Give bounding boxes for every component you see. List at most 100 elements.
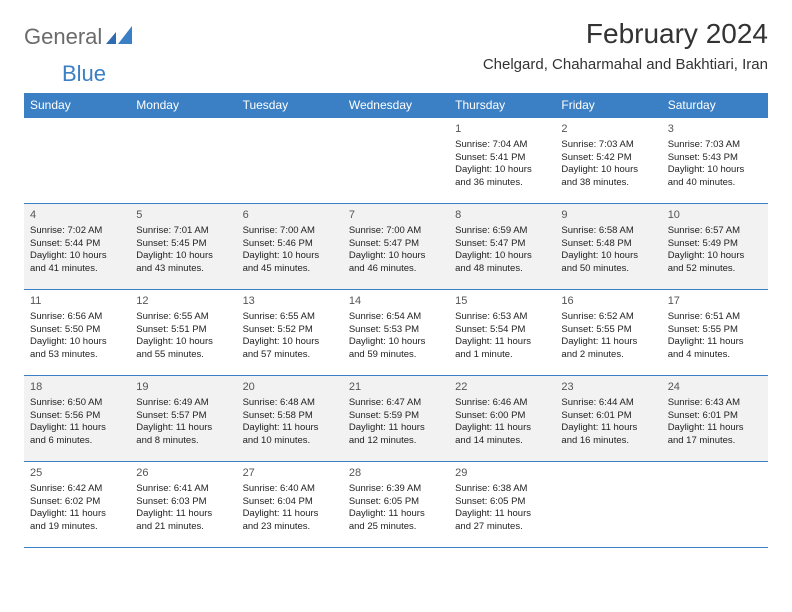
calendar-cell: 29Sunrise: 6:38 AMSunset: 6:05 PMDayligh… [449,462,555,548]
sunset-line: Sunset: 5:53 PM [349,324,443,337]
location: Chelgard, Chaharmahal and Bakhtiari, Ira… [483,56,768,73]
sunrise-line: Sunrise: 6:44 AM [561,397,655,410]
sunset-line: Sunset: 6:00 PM [455,410,549,423]
daylight-line: Daylight: 11 hours and 19 minutes. [30,508,124,534]
sunrise-line: Sunrise: 6:51 AM [668,311,762,324]
daylight-line: Daylight: 10 hours and 50 minutes. [561,250,655,276]
day-number: 1 [455,122,549,137]
daylight-line: Daylight: 10 hours and 55 minutes. [136,336,230,362]
calendar-cell: 12Sunrise: 6:55 AMSunset: 5:51 PMDayligh… [130,290,236,376]
day-number: 13 [243,294,337,309]
sunrise-line: Sunrise: 6:42 AM [30,483,124,496]
sunrise-line: Sunrise: 7:03 AM [561,139,655,152]
day-number: 20 [243,380,337,395]
calendar-cell [130,118,236,204]
sunset-line: Sunset: 5:58 PM [243,410,337,423]
daylight-line: Daylight: 11 hours and 14 minutes. [455,422,549,448]
calendar-cell: 8Sunrise: 6:59 AMSunset: 5:47 PMDaylight… [449,204,555,290]
daylight-line: Daylight: 11 hours and 12 minutes. [349,422,443,448]
daylight-line: Daylight: 11 hours and 21 minutes. [136,508,230,534]
sunset-line: Sunset: 5:57 PM [136,410,230,423]
calendar-cell [343,118,449,204]
sunrise-line: Sunrise: 6:41 AM [136,483,230,496]
sunrise-line: Sunrise: 7:01 AM [136,225,230,238]
daylight-line: Daylight: 11 hours and 2 minutes. [561,336,655,362]
calendar-cell: 4Sunrise: 7:02 AMSunset: 5:44 PMDaylight… [24,204,130,290]
day-header: Sunday [24,93,130,118]
sunset-line: Sunset: 5:54 PM [455,324,549,337]
calendar-cell: 19Sunrise: 6:49 AMSunset: 5:57 PMDayligh… [130,376,236,462]
day-number: 3 [668,122,762,137]
day-number: 11 [30,294,124,309]
calendar-cell: 27Sunrise: 6:40 AMSunset: 6:04 PMDayligh… [237,462,343,548]
daylight-line: Daylight: 11 hours and 27 minutes. [455,508,549,534]
sunrise-line: Sunrise: 6:38 AM [455,483,549,496]
calendar-head: SundayMondayTuesdayWednesdayThursdayFrid… [24,93,768,118]
sunrise-line: Sunrise: 6:43 AM [668,397,762,410]
day-number: 27 [243,466,337,481]
sunrise-line: Sunrise: 7:03 AM [668,139,762,152]
sunset-line: Sunset: 6:01 PM [561,410,655,423]
sunrise-line: Sunrise: 6:48 AM [243,397,337,410]
sunrise-line: Sunrise: 6:54 AM [349,311,443,324]
day-number: 12 [136,294,230,309]
calendar-table: SundayMondayTuesdayWednesdayThursdayFrid… [24,93,768,548]
sunset-line: Sunset: 5:55 PM [561,324,655,337]
calendar-cell: 10Sunrise: 6:57 AMSunset: 5:49 PMDayligh… [662,204,768,290]
daylight-line: Daylight: 10 hours and 53 minutes. [30,336,124,362]
daylight-line: Daylight: 11 hours and 10 minutes. [243,422,337,448]
daylight-line: Daylight: 10 hours and 48 minutes. [455,250,549,276]
sunset-line: Sunset: 5:47 PM [349,238,443,251]
day-number: 6 [243,208,337,223]
daylight-line: Daylight: 10 hours and 43 minutes. [136,250,230,276]
calendar-cell: 9Sunrise: 6:58 AMSunset: 5:48 PMDaylight… [555,204,661,290]
sunset-line: Sunset: 6:05 PM [349,496,443,509]
sunrise-line: Sunrise: 6:46 AM [455,397,549,410]
calendar-cell [24,118,130,204]
calendar-row: 18Sunrise: 6:50 AMSunset: 5:56 PMDayligh… [24,376,768,462]
calendar-cell: 14 Sunrise: 6:54 AMSunset: 5:53 PMDayligh… [343,290,449,376]
daylight-line: Daylight: 11 hours and 8 minutes. [136,422,230,448]
calendar-cell: 1Sunrise: 7:04 AMSunset: 5:41 PMDaylight… [449,118,555,204]
calendar-cell [237,118,343,204]
calendar-row: 25Sunrise: 6:42 AMSunset: 6:02 PMDayligh… [24,462,768,548]
day-number: 26 [136,466,230,481]
sunset-line: Sunset: 5:52 PM [243,324,337,337]
day-number: 23 [561,380,655,395]
day-number: 15 [455,294,549,309]
calendar-cell: 5Sunrise: 7:01 AMSunset: 5:45 PMDaylight… [130,204,236,290]
calendar-cell: 2Sunrise: 7:03 AMSunset: 5:42 PMDaylight… [555,118,661,204]
day-number: 14 [349,294,443,309]
sunset-line: Sunset: 5:42 PM [561,152,655,165]
calendar-cell [555,462,661,548]
sunrise-line: Sunrise: 7:02 AM [30,225,124,238]
logo-icon [106,26,132,49]
day-number: 2 [561,122,655,137]
sunrise-line: Sunrise: 6:55 AM [136,311,230,324]
sunrise-line: Sunrise: 6:47 AM [349,397,443,410]
daylight-line: Daylight: 11 hours and 25 minutes. [349,508,443,534]
day-number: 5 [136,208,230,223]
sunrise-line: Sunrise: 7:00 AM [349,225,443,238]
day-number: 29 [455,466,549,481]
calendar-cell: 17Sunrise: 6:51 AMSunset: 5:55 PMDayligh… [662,290,768,376]
day-number: 21 [349,380,443,395]
calendar-cell: 21Sunrise: 6:47 AMSunset: 5:59 PMDayligh… [343,376,449,462]
day-number: 24 [668,380,762,395]
calendar-cell: 28Sunrise: 6:39 AMSunset: 6:05 PMDayligh… [343,462,449,548]
day-number: 28 [349,466,443,481]
sunset-line: Sunset: 5:50 PM [30,324,124,337]
sunrise-line: Sunrise: 6:53 AM [455,311,549,324]
logo-text-1: General [24,24,102,50]
day-number: 16 [561,294,655,309]
sunset-line: Sunset: 5:41 PM [455,152,549,165]
daylight-line: Daylight: 10 hours and 46 minutes. [349,250,443,276]
day-number: 8 [455,208,549,223]
title-block: February 2024 Chelgard, Chaharmahal and … [483,18,768,73]
sunset-line: Sunset: 5:56 PM [30,410,124,423]
daylight-line: Daylight: 10 hours and 59 minutes. [349,336,443,362]
calendar-cell: 18Sunrise: 6:50 AMSunset: 5:56 PMDayligh… [24,376,130,462]
logo-text-2: Blue [62,61,106,87]
daylight-line: Daylight: 11 hours and 1 minute. [455,336,549,362]
calendar-cell: 24Sunrise: 6:43 AMSunset: 6:01 PMDayligh… [662,376,768,462]
